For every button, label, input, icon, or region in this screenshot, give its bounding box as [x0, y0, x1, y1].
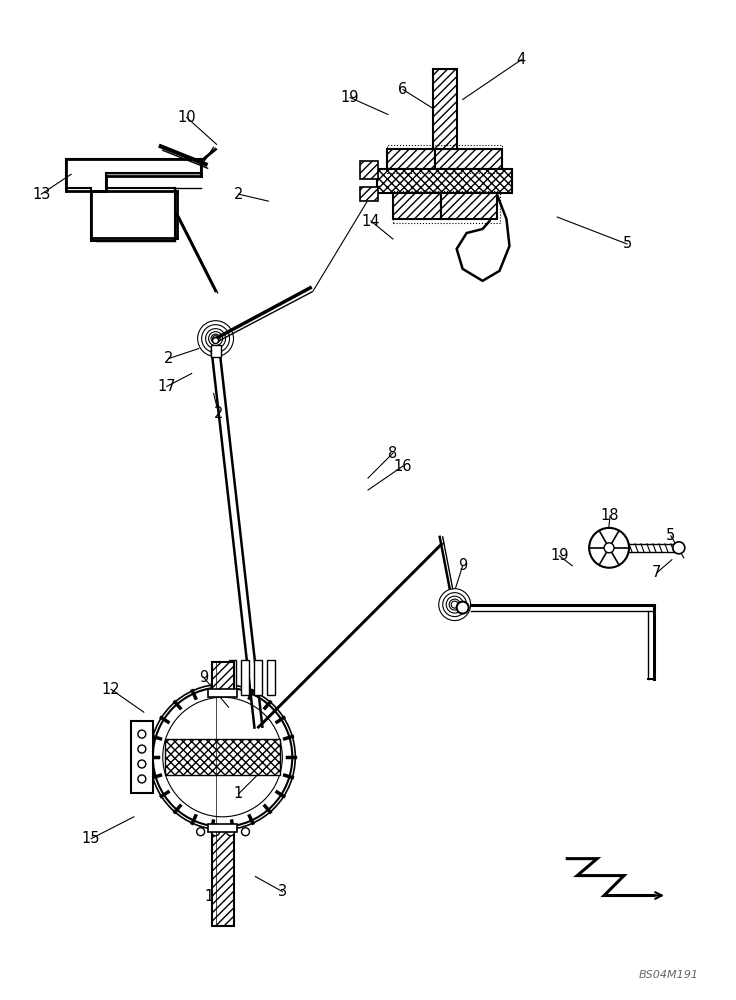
Circle shape	[197, 828, 205, 836]
Text: 16: 16	[394, 459, 412, 474]
Bar	[267, 660, 275, 695]
Text: 2: 2	[214, 406, 223, 421]
Circle shape	[138, 775, 146, 783]
Bar	[377, 169, 512, 193]
Text: 2: 2	[234, 187, 243, 202]
Circle shape	[138, 745, 146, 753]
Bar	[241, 660, 250, 695]
Circle shape	[673, 542, 684, 554]
Text: 14: 14	[361, 214, 381, 229]
Bar	[131, 721, 153, 793]
Text: BS04M191: BS04M191	[639, 970, 698, 980]
Text: 17: 17	[158, 379, 176, 394]
Circle shape	[589, 528, 629, 568]
Bar	[165, 739, 280, 775]
Text: 3: 3	[277, 884, 287, 899]
Bar	[387, 149, 435, 169]
Text: 5: 5	[623, 236, 631, 251]
Circle shape	[604, 543, 614, 553]
Circle shape	[138, 730, 146, 738]
Bar	[211, 662, 233, 692]
Bar	[208, 824, 238, 832]
Text: 11: 11	[205, 889, 223, 904]
Text: 10: 10	[177, 110, 196, 125]
Text: 13: 13	[32, 187, 51, 202]
Bar	[255, 660, 263, 695]
Circle shape	[138, 760, 146, 768]
Bar	[360, 161, 378, 179]
Polygon shape	[66, 159, 201, 241]
Bar	[211, 827, 233, 926]
Bar	[229, 660, 236, 695]
Bar	[441, 193, 497, 219]
Circle shape	[227, 828, 235, 836]
Text: 2: 2	[164, 351, 174, 366]
Circle shape	[241, 828, 250, 836]
Circle shape	[153, 687, 292, 827]
Text: 18: 18	[601, 508, 619, 523]
Text: 19: 19	[341, 90, 359, 105]
Bar	[393, 191, 500, 223]
Text: 15: 15	[82, 831, 100, 846]
Text: 9: 9	[458, 558, 467, 573]
Circle shape	[213, 338, 219, 344]
Text: 7: 7	[652, 565, 662, 580]
Bar	[387, 145, 503, 173]
Text: 19: 19	[550, 548, 568, 563]
Text: 1: 1	[234, 786, 243, 801]
Polygon shape	[456, 193, 509, 281]
Bar	[210, 345, 221, 357]
Bar	[360, 187, 378, 201]
Circle shape	[211, 828, 219, 836]
Text: 4: 4	[517, 52, 526, 67]
Bar	[433, 69, 456, 153]
Text: 9: 9	[199, 670, 208, 685]
Bar	[435, 149, 503, 169]
Text: 5: 5	[666, 528, 676, 543]
Bar	[393, 193, 441, 219]
Text: 12: 12	[102, 682, 120, 697]
Circle shape	[456, 602, 469, 614]
Bar	[208, 689, 238, 697]
Text: 6: 6	[398, 82, 408, 97]
Text: 8: 8	[389, 446, 397, 461]
